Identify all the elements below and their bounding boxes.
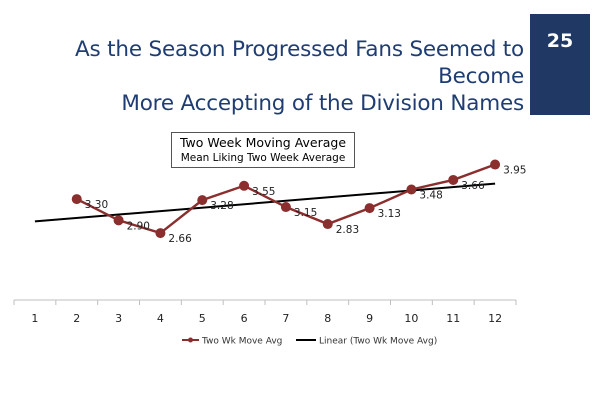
- chart-subtitle: Mean Liking Two Week Average: [180, 152, 346, 164]
- data-point: [364, 203, 375, 214]
- page-number-badge: 25: [530, 14, 590, 115]
- legend-label: Linear (Two Wk Move Avg): [319, 337, 437, 347]
- trendline: [34, 182, 496, 223]
- x-tick-label: 9: [366, 312, 373, 325]
- x-tick-label: 3: [115, 312, 122, 325]
- data-point: [406, 184, 417, 195]
- data-label: 2.83: [336, 224, 359, 236]
- x-tick-label: 8: [324, 312, 331, 325]
- legend-label: Two Wk Move Avg: [201, 337, 282, 347]
- data-point: [239, 180, 250, 191]
- chart-title: Two Week Moving Average: [179, 135, 347, 150]
- data-point: [490, 159, 501, 170]
- x-tick-label: 1: [31, 312, 38, 325]
- data-label: 2.90: [127, 220, 150, 232]
- x-tick-label: 11: [446, 312, 460, 325]
- data-label: 3.95: [503, 165, 526, 177]
- data-label: 3.30: [85, 199, 108, 211]
- slide-title-line2: More Accepting of the Division Names: [121, 91, 524, 116]
- x-tick-label: 5: [199, 312, 206, 325]
- slide-title: As the Season Progressed Fans Seemed to …: [4, 36, 524, 117]
- x-tick-label: 12: [488, 312, 502, 325]
- data-point: [280, 202, 291, 213]
- x-tick-label: 2: [73, 312, 80, 325]
- x-tick-label: 4: [157, 312, 164, 325]
- data-point: [71, 194, 82, 205]
- slide-title-line1: As the Season Progressed Fans Seemed to …: [75, 37, 524, 89]
- data-point: [155, 228, 166, 239]
- data-label: 2.66: [168, 233, 192, 245]
- x-tick-label: 7: [282, 312, 289, 325]
- legend-marker: [188, 337, 193, 343]
- data-label: 3.28: [210, 200, 233, 212]
- data-point: [322, 219, 333, 230]
- data-point: [197, 195, 208, 206]
- chart-title-box: Two Week Moving Average Mean Liking Two …: [171, 132, 355, 168]
- data-point: [448, 174, 459, 185]
- data-label: 3.13: [378, 208, 401, 220]
- data-label: 3.66: [461, 180, 485, 192]
- data-label: 3.48: [419, 190, 442, 202]
- data-point: [113, 215, 124, 226]
- x-tick-label: 6: [241, 312, 248, 325]
- x-tick-label: 10: [404, 312, 418, 325]
- data-label: 3.55: [252, 186, 275, 198]
- data-label: 3.15: [294, 207, 317, 219]
